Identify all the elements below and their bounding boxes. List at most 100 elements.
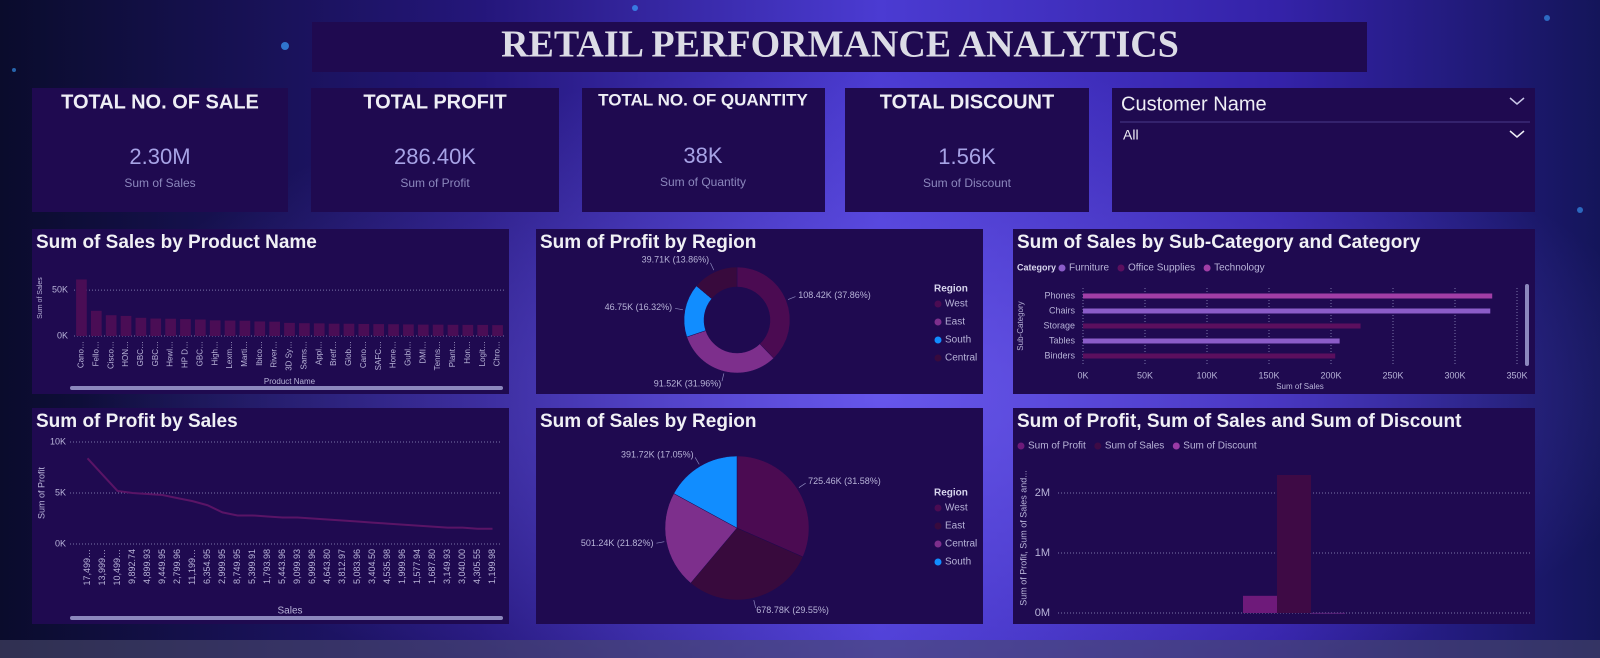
legend-marker — [1203, 264, 1211, 272]
decor-dot — [632, 5, 638, 11]
leader-line — [753, 599, 756, 608]
bar — [90, 310, 102, 336]
y-tick-label: Chairs — [1049, 305, 1076, 315]
x-axis-label: Sum of Sales — [1276, 382, 1324, 391]
x-tick-label: Ibico… — [255, 341, 264, 366]
bar — [313, 323, 325, 336]
x-tick-label: DMI… — [418, 341, 427, 364]
bar — [76, 279, 87, 336]
slicer-selected[interactable]: All — [1123, 127, 1139, 143]
y-tick-label: Phones — [1044, 290, 1075, 300]
legend-label: Technology — [1214, 263, 1265, 274]
data-label: 501.24K (21.82%) — [581, 538, 654, 548]
bar — [432, 324, 444, 336]
x-tick-label: Bretf… — [329, 341, 338, 366]
x-tick-label: GBC… — [151, 341, 160, 366]
scrollbar[interactable] — [70, 616, 503, 620]
chart-panel — [536, 229, 983, 394]
x-tick-label: 5,083.96 — [352, 549, 362, 584]
x-tick-label: Sams… — [299, 341, 308, 369]
pie-slice — [673, 455, 738, 529]
bar — [1083, 293, 1493, 299]
slicer-chevron[interactable] — [1509, 97, 1525, 105]
x-tick-label: 0K — [1077, 370, 1088, 380]
bar — [462, 324, 474, 336]
x-tick-label: 1,199.98 — [487, 549, 497, 584]
data-label: 46.75K (16.32%) — [605, 302, 673, 312]
x-tick-label: 6,354.95 — [202, 549, 212, 584]
chart-title: Sum of Sales by Region — [540, 411, 756, 432]
pie-slice — [736, 455, 810, 558]
slicer-chevron[interactable] — [1509, 130, 1525, 138]
legend-label: Sum of Profit — [1028, 441, 1086, 452]
y-axis-label: Sum of Profit, Sum of Sales and... — [1018, 470, 1028, 606]
y-tick-label: 0M — [1035, 607, 1050, 619]
leader-line — [721, 373, 725, 382]
x-tick-label: 9,449.95 — [157, 549, 167, 584]
x-tick-label: GBC… — [136, 341, 145, 366]
data-label: 725.46K (31.58%) — [808, 476, 881, 486]
legend-marker — [934, 354, 942, 362]
data-label: 39.71K (13.86%) — [642, 255, 710, 265]
bar — [417, 324, 429, 336]
legend-marker — [1058, 264, 1066, 272]
legend-marker — [934, 300, 942, 308]
dashboard-title: RETAIL PERFORMANCE ANALYTICS — [501, 24, 1179, 66]
kpi-card — [32, 88, 288, 212]
kpi-title: TOTAL NO. OF SALE — [61, 91, 259, 113]
bar — [328, 323, 340, 336]
bar — [284, 322, 295, 336]
bar — [373, 324, 385, 336]
kpi-value: 2.30M — [129, 144, 190, 169]
x-tick-label: 5,443.96 — [277, 549, 287, 584]
x-axis-label: Product Name — [264, 377, 316, 386]
bar — [1243, 595, 1277, 613]
kpi-label: Sum of Discount — [923, 176, 1012, 190]
kpi-card — [845, 88, 1089, 212]
x-tick-label: 8,749.95 — [232, 549, 242, 584]
scrollbar[interactable] — [1525, 284, 1529, 366]
bar — [1083, 353, 1336, 359]
scrollbar[interactable] — [70, 386, 503, 390]
bar — [1311, 612, 1345, 614]
leader-line — [787, 296, 796, 300]
x-tick-label: Tenns… — [433, 341, 442, 370]
y-tick-label: 10K — [50, 436, 66, 446]
legend-marker — [934, 558, 942, 566]
bar — [358, 323, 370, 336]
kpi-label: Sum of Profit — [400, 176, 470, 190]
kpi-value: 1.56K — [938, 144, 996, 169]
y-axis-label: Sub-Category — [1016, 301, 1025, 350]
slicer-dropdown[interactable] — [1118, 124, 1530, 146]
x-tick-label: HP D… — [181, 341, 190, 368]
legend-label: South — [945, 335, 971, 346]
legend-title: Category — [1017, 262, 1056, 272]
y-tick-label: 2M — [1035, 487, 1050, 499]
legend-marker — [934, 522, 942, 530]
legend-marker — [934, 336, 942, 344]
x-tick-label: 3D Sy… — [285, 341, 294, 371]
x-tick-label: Hewl… — [166, 341, 175, 367]
leader-line — [710, 262, 715, 271]
bottom-bar — [0, 640, 1600, 658]
legend-marker — [1117, 264, 1125, 272]
x-tick-label: Appl… — [314, 341, 323, 365]
bar — [1083, 308, 1491, 314]
y-tick-label: 50K — [52, 284, 68, 294]
slicer-card — [1112, 88, 1535, 212]
bar — [165, 318, 176, 336]
legend-marker — [934, 318, 942, 326]
x-tick-label: 6,999.96 — [307, 549, 317, 584]
bar — [269, 321, 280, 336]
decor-dot — [1577, 207, 1583, 213]
bar — [254, 321, 266, 336]
legend-label: East — [945, 317, 965, 328]
x-tick-label: Logit… — [478, 341, 487, 366]
leader-line — [656, 541, 665, 544]
leader-line — [694, 457, 700, 465]
legend-label: Office Supplies — [1128, 263, 1195, 274]
y-tick-label: 5K — [55, 487, 66, 497]
decor-dot — [1544, 15, 1550, 21]
x-tick-label: 2,999.95 — [217, 549, 227, 584]
legend-label: Sum of Discount — [1183, 441, 1257, 452]
